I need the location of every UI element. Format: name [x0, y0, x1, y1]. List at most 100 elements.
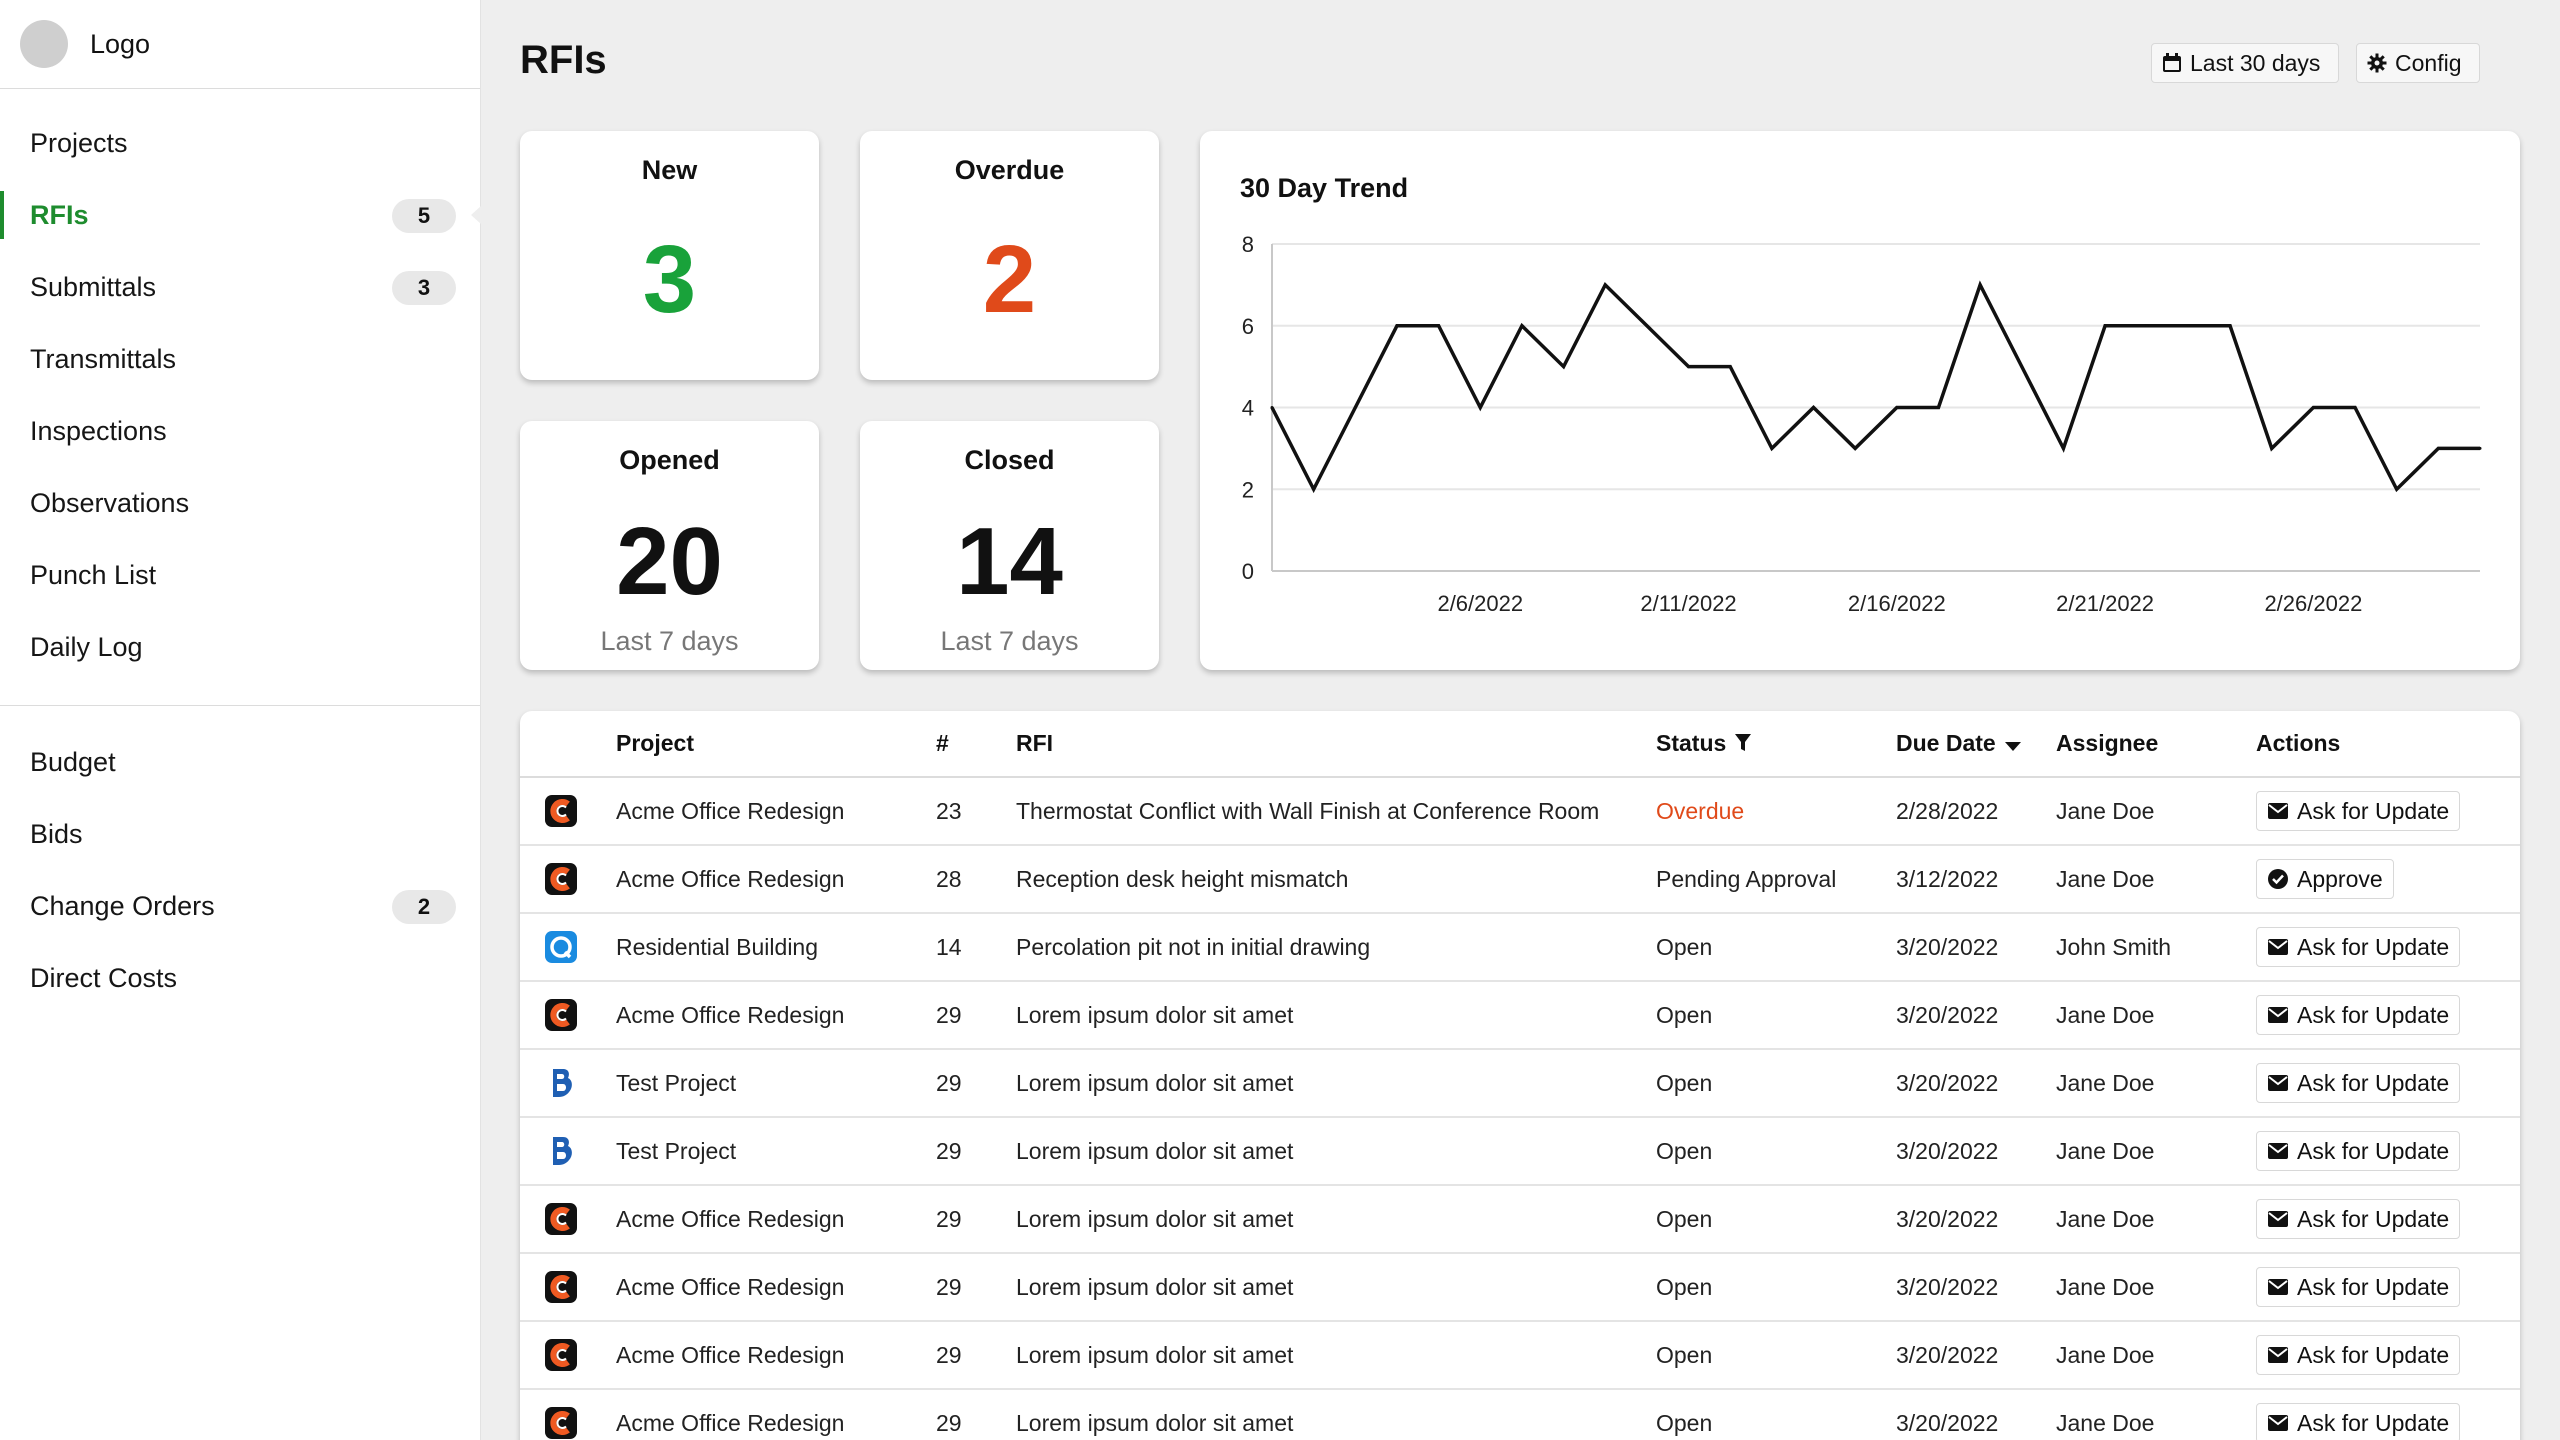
table-row[interactable]: Test Project 29 Lorem ipsum dolor sit amet… [520, 1117, 2520, 1185]
column-header-due-date[interactable]: Due Date [1896, 711, 2056, 778]
sidebar-item-change-orders[interactable]: Change Orders 2 [0, 870, 480, 942]
stat-card-opened[interactable]: Opened 20 Last 7 days [520, 421, 819, 670]
column-header-assignee[interactable]: Assignee [2056, 711, 2256, 778]
rfi-title: Reception desk height mismatch [1016, 865, 1349, 892]
status-text: Open [1656, 1341, 1713, 1368]
sidebar-item-observations[interactable]: Observations [0, 467, 480, 539]
actions-cell: Approve [2256, 845, 2520, 913]
rfi-number: 29 [936, 1273, 962, 1300]
rfi-number: 29 [936, 1205, 962, 1232]
rfi-number: 29 [936, 1069, 962, 1096]
table-row[interactable]: Acme Office Redesign 23 Thermostat Conflic… [520, 777, 2520, 845]
status-text: Open [1656, 1137, 1713, 1164]
sidebar-item-bids[interactable]: Bids [0, 798, 480, 870]
acme-c-icon [545, 795, 577, 827]
due-date: 3/12/2022 [1896, 865, 1999, 892]
filter-icon[interactable] [1734, 733, 1752, 753]
action-label: Ask for Update [2297, 1341, 2450, 1368]
sidebar-nav-primary: Projects RFIs 5 Submittals 3 Transmittals Insp… [0, 89, 481, 683]
data-point [1895, 406, 1899, 409]
column-header-rfi[interactable]: RFI [1016, 711, 1656, 778]
x-tick-label: 2/26/2022 [2264, 591, 2362, 616]
ask-for-update-button[interactable]: Ask for Update [2256, 1131, 2461, 1171]
sidebar: Logo Projects RFIs 5 Submittals 3 Transmittal… [0, 0, 481, 1440]
acme-c-icon [545, 863, 577, 895]
sidebar-item-inspections[interactable]: Inspections [0, 395, 480, 467]
data-point [1353, 406, 1357, 409]
table-row[interactable]: Acme Office Redesign 29 Lorem ipsum dolor … [520, 1253, 2520, 1321]
stat-value: 2 [982, 226, 1037, 333]
config-button[interactable]: Config [2356, 43, 2480, 83]
table-row[interactable]: Acme Office Redesign 29 Lorem ipsum dolor … [520, 1185, 2520, 1253]
status-text: Open [1656, 1205, 1713, 1232]
column-header-project[interactable]: Project [616, 711, 936, 778]
stat-value: 3 [642, 226, 697, 333]
trend-chart: 0 2 4 6 8 2/6/2022 2/11/2022 2/16/2022 2/21/2022… [1242, 232, 2482, 616]
project-icon-cell [520, 1049, 616, 1117]
rfi-number: 29 [936, 1137, 962, 1164]
sidebar-item-label: Direct Costs [30, 962, 178, 993]
project-name: Acme Office Redesign [616, 797, 845, 824]
count-badge: 5 [392, 199, 456, 233]
table-row[interactable]: Acme Office Redesign 29 Lorem ipsum dolor … [520, 1389, 2520, 1440]
sidebar-item-projects[interactable]: Projects [0, 107, 480, 179]
sidebar-item-budget[interactable]: Budget [0, 726, 480, 798]
ask-for-update-button[interactable]: Ask for Update [2256, 1063, 2461, 1103]
stat-card-new[interactable]: New 3 [520, 131, 819, 380]
ask-for-update-button[interactable]: Ask for Update [2256, 995, 2461, 1035]
action-label: Ask for Update [2297, 1205, 2450, 1232]
trend-series-line [1270, 280, 2480, 494]
logo-row[interactable]: Logo [0, 0, 480, 89]
rfi-title: Thermostat Conflict with Wall Finish at … [1016, 797, 1600, 824]
table-row[interactable]: Residential Building 14 Percolation pit no… [520, 913, 2520, 981]
data-point [2061, 446, 2065, 450]
stat-subtitle: Last 7 days [600, 626, 739, 656]
assignee-name: Jane Doe [2056, 1273, 2155, 1300]
y-tick-label: 6 [1242, 314, 1254, 339]
stat-card-overdue[interactable]: Overdue 2 [860, 131, 1159, 380]
project-icon-cell [520, 845, 616, 913]
sort-desc-icon[interactable] [2004, 739, 2022, 753]
sidebar-item-transmittals[interactable]: Transmittals [0, 323, 480, 395]
actions-cell: Ask for Update [2256, 1185, 2520, 1253]
data-point [1562, 365, 1566, 369]
ask-for-update-button[interactable]: Ask for Update [2256, 1403, 2461, 1440]
count-badge: 3 [392, 271, 456, 305]
data-point [1520, 324, 1524, 328]
ask-for-update-button[interactable]: Ask for Update [2256, 927, 2461, 967]
table-row[interactable]: Test Project 29 Lorem ipsum dolor sit amet… [520, 1049, 2520, 1117]
ask-for-update-button[interactable]: Ask for Update [2256, 1335, 2461, 1375]
due-date: 3/20/2022 [1896, 933, 1999, 960]
date-range-button[interactable]: Last 30 days [2151, 43, 2339, 83]
table-header-row: Project # RFI Status Due Date Assignee A… [520, 711, 2520, 778]
stat-label: New [641, 155, 698, 185]
stat-card-closed[interactable]: Closed 14 Last 7 days [860, 421, 1159, 670]
action-label: Ask for Update [2297, 1001, 2450, 1028]
table-row[interactable]: Acme Office Redesign 29 Lorem ipsum dolor … [520, 981, 2520, 1049]
sidebar-item-direct-costs[interactable]: Direct Costs [0, 942, 480, 1014]
table-row[interactable]: Acme Office Redesign 29 Lorem ipsum dolor … [520, 1321, 2520, 1389]
rfi-number: 29 [936, 1409, 962, 1436]
action-label: Ask for Update [2297, 1273, 2450, 1300]
sidebar-item-punch-list[interactable]: Punch List [0, 539, 480, 611]
ask-for-update-button[interactable]: Ask for Update [2256, 791, 2461, 831]
actions-cell: Ask for Update [2256, 1389, 2520, 1440]
stat-label: Overdue [954, 155, 1065, 185]
table-row[interactable]: Acme Office Redesign 28 Reception desk hei… [520, 845, 2520, 913]
test-b-icon [553, 1137, 572, 1165]
ask-for-update-button[interactable]: Ask for Update [2256, 1199, 2461, 1239]
column-header-number[interactable]: # [936, 711, 1016, 778]
data-point [2478, 446, 2482, 450]
due-date: 3/20/2022 [1896, 1001, 1999, 1028]
action-label: Ask for Update [2297, 1069, 2450, 1096]
sidebar-item-rfis[interactable]: RFIs 5 [0, 179, 481, 251]
project-name: Acme Office Redesign [616, 865, 845, 892]
sidebar-item-submittals[interactable]: Submittals 3 [0, 251, 480, 323]
column-header-status[interactable]: Status [1656, 711, 1896, 778]
approve-button[interactable]: Approve [2256, 859, 2394, 899]
sidebar-item-daily-log[interactable]: Daily Log [0, 611, 480, 683]
sidebar-item-label: Observations [30, 487, 190, 518]
envelope-icon [2268, 1415, 2288, 1431]
date-range-label: Last 30 days [2190, 49, 2321, 76]
ask-for-update-button[interactable]: Ask for Update [2256, 1267, 2461, 1307]
